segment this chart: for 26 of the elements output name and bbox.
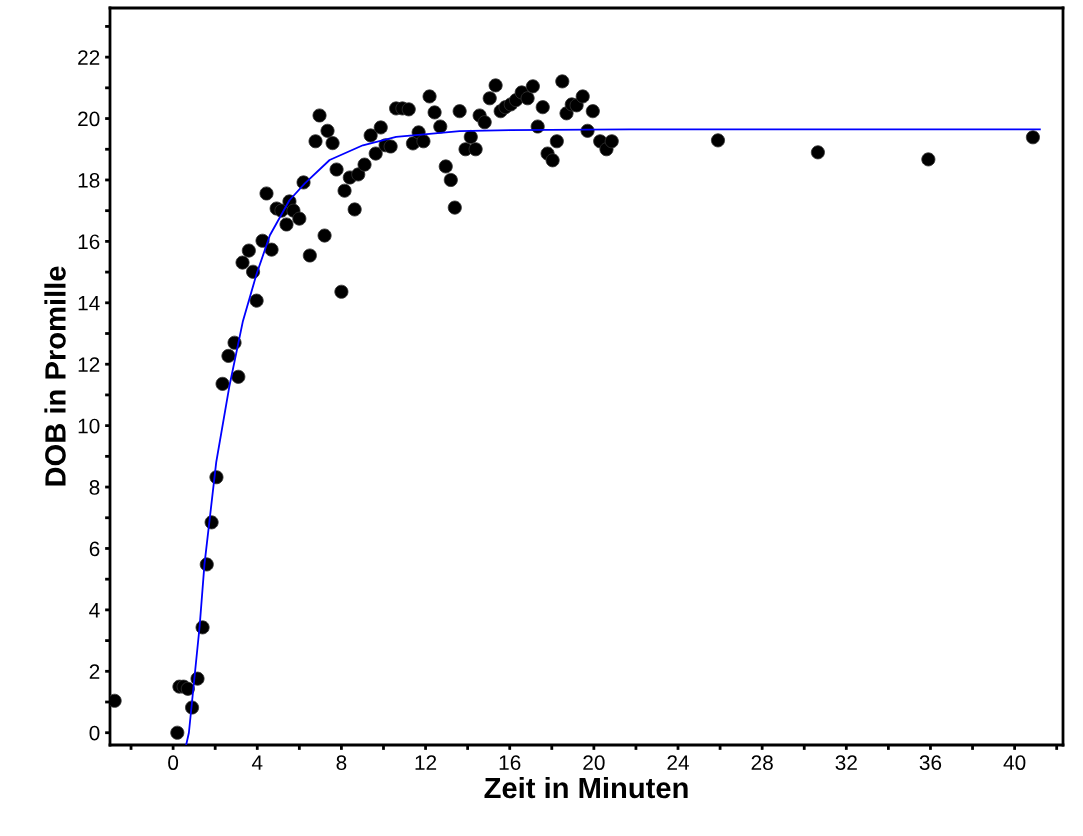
x-tick-label: 4: [251, 755, 263, 770]
y-tick-label: 4: [89, 603, 100, 618]
x-tick-label: 36: [919, 755, 942, 771]
y-tick-label: 18: [78, 172, 100, 188]
y-tick-label: 22: [78, 50, 100, 65]
line-series: [185, 128, 1041, 745]
y-tick-label: 8: [89, 480, 100, 495]
x-tick-label: 16: [499, 755, 521, 771]
y-tick-label: 10: [78, 418, 100, 434]
y-tick-label: 6: [89, 541, 100, 557]
y-tick-label: 16: [78, 234, 100, 250]
y-tick-label: 0: [89, 725, 100, 741]
x-tick-label: 40: [1003, 755, 1026, 771]
x-tick-label: 12: [415, 755, 437, 770]
x-tick-label: 0: [168, 755, 179, 771]
x-tick-label: 20: [583, 755, 605, 771]
x-tick-label: 8: [336, 755, 347, 771]
y-tick-label: 2: [89, 664, 100, 679]
y-axis-title: DOB in Promille: [44, 266, 66, 486]
y-tick-label: 14: [78, 296, 100, 311]
y-tick-label: 20: [78, 111, 100, 127]
x-tick-label: 24: [667, 755, 689, 770]
x-tick-label: 28: [751, 755, 773, 771]
x-tick-label: 32: [835, 755, 857, 771]
x-axis-title: Zeit in Minuten: [484, 776, 688, 799]
y-tick-label: 12: [78, 357, 100, 372]
